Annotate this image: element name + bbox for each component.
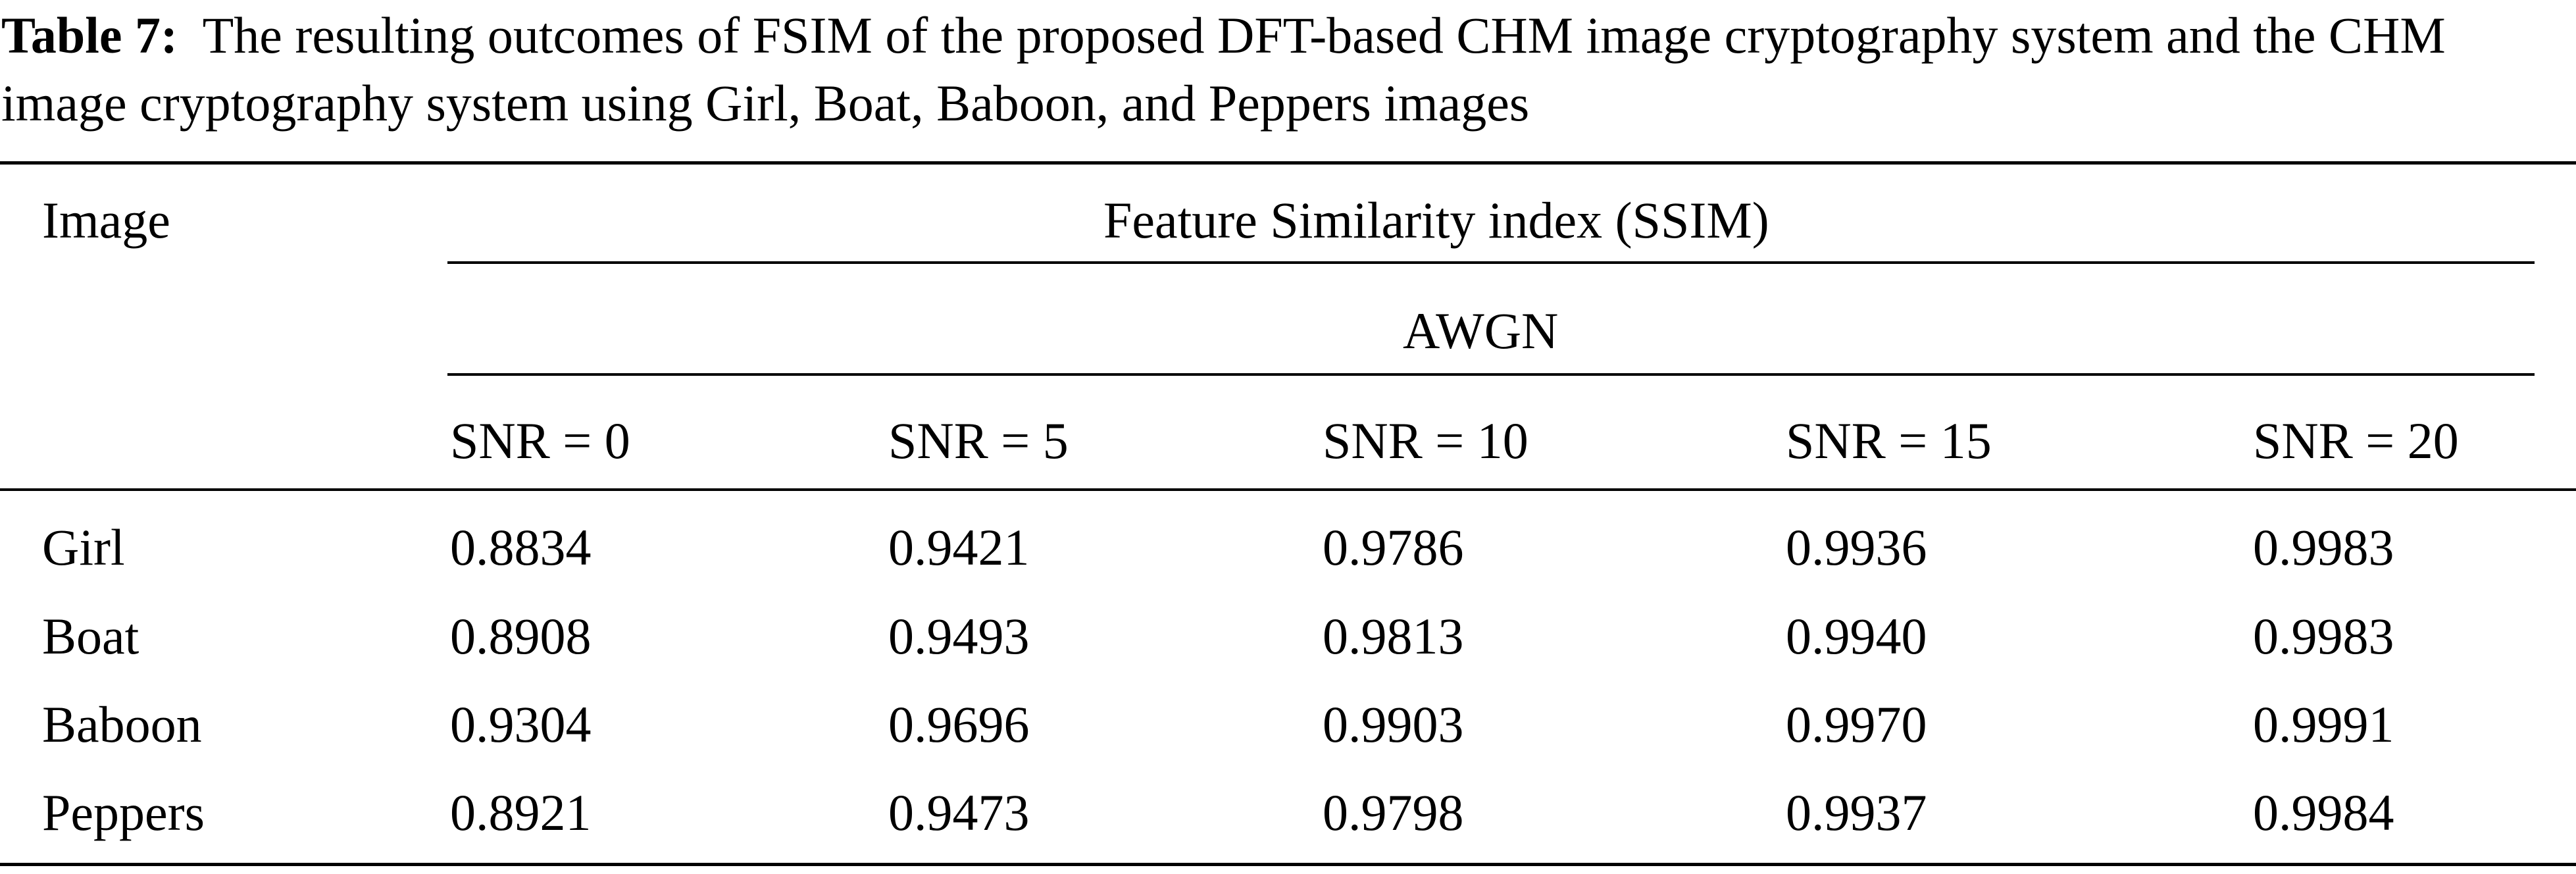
group-header: Feature Similarity index (SSIM) xyxy=(1103,192,1769,249)
table-cell: 0.9493 xyxy=(888,607,1030,665)
table-cell: 0.9984 xyxy=(2253,784,2394,841)
bottom-rule xyxy=(0,863,2576,866)
table-cell: 0.8921 xyxy=(450,784,592,841)
table-cell: 0.9421 xyxy=(888,519,1030,576)
subgroup-header-rule xyxy=(447,373,2535,376)
subgroup-header: AWGN xyxy=(1403,302,1559,359)
row-label: Boat xyxy=(42,607,139,665)
table-cell: 0.9983 xyxy=(2253,607,2394,665)
table-cell: 0.9983 xyxy=(2253,519,2394,576)
table-cell: 0.9936 xyxy=(1786,519,1927,576)
header-bottom-rule xyxy=(0,488,2576,491)
table-cell: 0.8908 xyxy=(450,607,592,665)
column-header: SNR = 0 xyxy=(450,412,630,469)
top-rule xyxy=(0,161,2576,165)
table-cell: 0.9813 xyxy=(1323,607,1464,665)
table-cell: 0.9970 xyxy=(1786,696,1927,753)
column-header: SNR = 5 xyxy=(888,412,1069,469)
column-header: SNR = 20 xyxy=(2253,412,2459,469)
group-header-rule xyxy=(447,261,2535,264)
row-label: Peppers xyxy=(42,784,205,841)
row-label: Girl xyxy=(42,519,125,576)
column-header: SNR = 15 xyxy=(1786,412,1992,469)
caption-label: Table 7: xyxy=(1,7,178,64)
table-cell: 0.8834 xyxy=(450,519,592,576)
table-caption: Table 7: The resulting outcomes of FSIM … xyxy=(1,1,2574,137)
table-cell: 0.9473 xyxy=(888,784,1030,841)
table-cell: 0.9940 xyxy=(1786,607,1927,665)
table-cell: 0.9304 xyxy=(450,696,592,753)
row-label: Baboon xyxy=(42,696,202,753)
caption-text: The resulting outcomes of FSIM of the pr… xyxy=(1,7,2446,132)
table-cell: 0.9903 xyxy=(1323,696,1464,753)
table-cell: 0.9786 xyxy=(1323,519,1464,576)
table-cell: 0.9798 xyxy=(1323,784,1464,841)
table-cell: 0.9696 xyxy=(888,696,1030,753)
table-cell: 0.9937 xyxy=(1786,784,1927,841)
row-header: Image xyxy=(42,192,170,249)
column-header: SNR = 10 xyxy=(1323,412,1528,469)
table-cell: 0.9991 xyxy=(2253,696,2394,753)
